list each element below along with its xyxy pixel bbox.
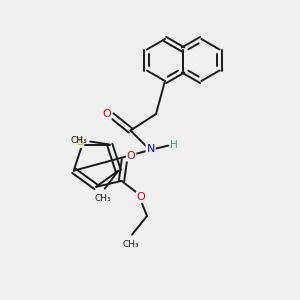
Text: CH₃: CH₃ bbox=[95, 194, 112, 203]
Text: O: O bbox=[102, 109, 111, 119]
Text: O: O bbox=[136, 192, 146, 202]
Text: O: O bbox=[127, 151, 136, 161]
Text: S: S bbox=[76, 137, 83, 147]
Text: CH₃: CH₃ bbox=[122, 240, 139, 249]
Text: H: H bbox=[170, 140, 178, 150]
Text: N: N bbox=[146, 143, 155, 154]
Text: CH₃: CH₃ bbox=[70, 136, 87, 145]
